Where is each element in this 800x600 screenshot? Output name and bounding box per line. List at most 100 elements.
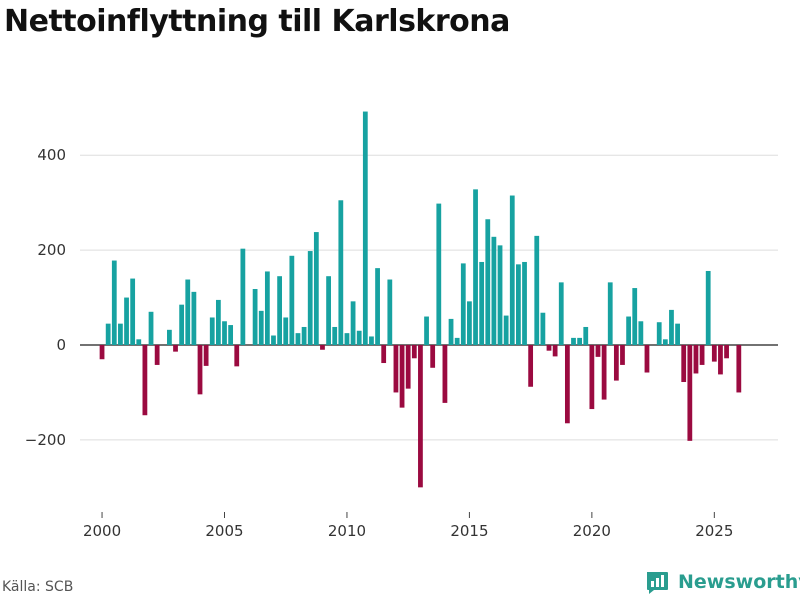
bar[interactable]: [589, 345, 595, 410]
bar[interactable]: [583, 326, 589, 345]
bar[interactable]: [179, 304, 185, 345]
bar[interactable]: [240, 248, 246, 345]
bar[interactable]: [718, 345, 723, 375]
bar[interactable]: [485, 219, 491, 345]
bar[interactable]: [669, 309, 674, 345]
bar[interactable]: [442, 345, 448, 403]
bar[interactable]: [338, 200, 344, 345]
bar[interactable]: [375, 268, 380, 345]
bar[interactable]: [264, 271, 270, 345]
bar[interactable]: [387, 279, 393, 345]
bar[interactable]: [448, 318, 454, 345]
bar[interactable]: [509, 195, 515, 345]
bar[interactable]: [185, 279, 191, 345]
bar[interactable]: [301, 326, 307, 345]
bar[interactable]: [136, 339, 142, 345]
bar[interactable]: [399, 345, 405, 408]
bar[interactable]: [681, 345, 687, 383]
bar[interactable]: [699, 345, 705, 365]
bar[interactable]: [534, 235, 540, 345]
bar[interactable]: [191, 291, 197, 345]
bar[interactable]: [369, 336, 374, 345]
bar[interactable]: [607, 282, 613, 345]
bar[interactable]: [289, 255, 295, 345]
bar[interactable]: [234, 345, 240, 367]
bar[interactable]: [283, 317, 289, 345]
bar[interactable]: [620, 345, 625, 365]
bar[interactable]: [405, 345, 411, 389]
bar[interactable]: [258, 310, 264, 345]
bar[interactable]: [491, 236, 497, 345]
bar[interactable]: [595, 345, 601, 357]
bar[interactable]: [724, 345, 729, 359]
bar[interactable]: [313, 232, 319, 345]
bar[interactable]: [632, 288, 638, 345]
bar[interactable]: [173, 345, 178, 352]
bar[interactable]: [111, 260, 117, 345]
bar[interactable]: [626, 316, 631, 345]
bar[interactable]: [552, 345, 558, 357]
bar[interactable]: [203, 345, 209, 366]
bar[interactable]: [613, 345, 619, 381]
bar[interactable]: [558, 282, 564, 345]
bar[interactable]: [644, 345, 650, 373]
bar[interactable]: [571, 337, 576, 345]
bar[interactable]: [295, 333, 301, 345]
bar[interactable]: [418, 345, 423, 488]
bar[interactable]: [497, 245, 503, 345]
bar[interactable]: [209, 317, 215, 345]
bar[interactable]: [167, 329, 172, 345]
bar[interactable]: [601, 345, 607, 400]
bar[interactable]: [393, 345, 399, 393]
bar[interactable]: [454, 337, 460, 345]
bar[interactable]: [381, 345, 387, 364]
bar[interactable]: [675, 323, 680, 345]
bar[interactable]: [736, 345, 742, 393]
bar[interactable]: [215, 299, 221, 345]
bar[interactable]: [522, 261, 527, 345]
bar[interactable]: [436, 203, 442, 345]
bar[interactable]: [540, 312, 546, 345]
bar[interactable]: [424, 316, 429, 345]
bar[interactable]: [154, 345, 160, 365]
bar[interactable]: [99, 345, 105, 360]
bar[interactable]: [430, 345, 436, 368]
bar[interactable]: [460, 263, 466, 345]
bar[interactable]: [124, 297, 129, 345]
bar[interactable]: [222, 321, 227, 345]
bar[interactable]: [130, 278, 136, 345]
bar[interactable]: [271, 335, 276, 345]
bar[interactable]: [326, 276, 331, 345]
bar[interactable]: [307, 251, 313, 345]
bar[interactable]: [356, 330, 362, 345]
bar[interactable]: [656, 322, 662, 345]
bar[interactable]: [142, 345, 148, 416]
bar[interactable]: [148, 311, 154, 345]
bar[interactable]: [711, 345, 717, 362]
bar[interactable]: [362, 111, 368, 345]
bar[interactable]: [479, 261, 485, 345]
bar[interactable]: [344, 333, 350, 345]
bar[interactable]: [638, 321, 644, 345]
bar[interactable]: [577, 337, 583, 345]
bar[interactable]: [197, 345, 203, 395]
bar[interactable]: [118, 323, 123, 345]
bar[interactable]: [105, 323, 111, 345]
bar[interactable]: [693, 345, 699, 374]
bar[interactable]: [503, 315, 509, 345]
bar[interactable]: [662, 339, 668, 345]
bar[interactable]: [252, 289, 258, 345]
bar[interactable]: [546, 345, 552, 351]
bar[interactable]: [277, 276, 282, 345]
newsworthy-logo[interactable]: Newsworthy: [644, 569, 800, 595]
bar[interactable]: [528, 345, 534, 387]
bar[interactable]: [228, 325, 234, 345]
bar[interactable]: [320, 345, 325, 350]
bar[interactable]: [516, 264, 521, 345]
bar[interactable]: [411, 345, 417, 359]
bar[interactable]: [332, 326, 338, 345]
bar[interactable]: [564, 345, 570, 424]
bar[interactable]: [705, 270, 711, 345]
bar[interactable]: [350, 301, 356, 345]
bar[interactable]: [473, 189, 478, 345]
